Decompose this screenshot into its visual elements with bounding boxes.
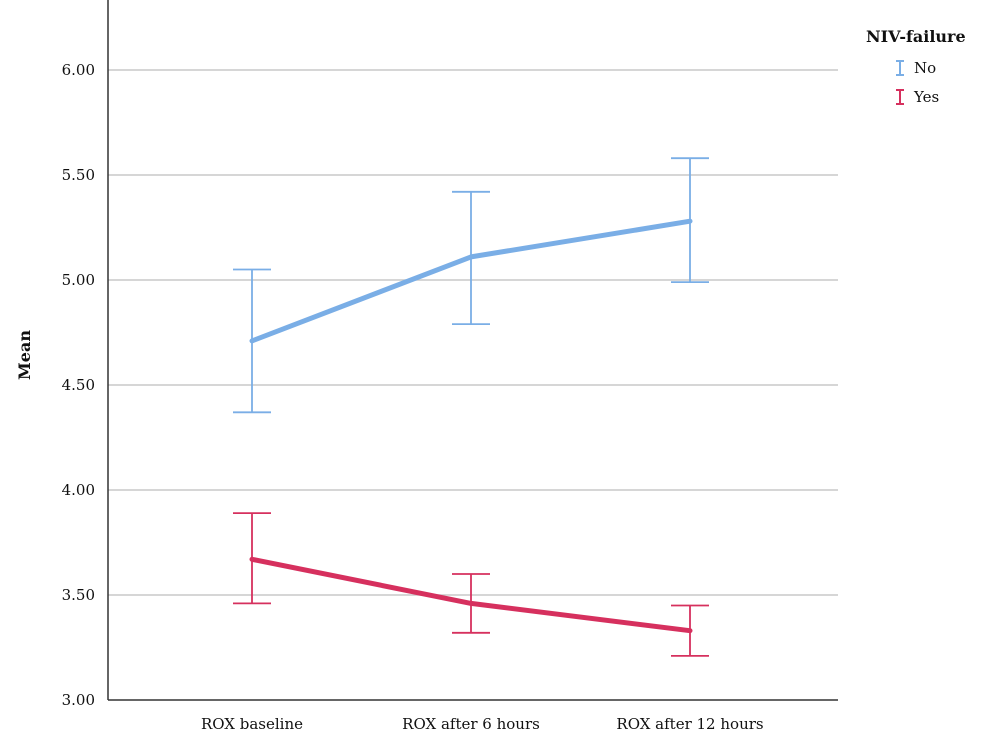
y-tick-label: 6.00 — [62, 61, 95, 79]
series-layer — [233, 157, 709, 657]
x-tick-labels: ROX baseline ROX after 6 hours ROX after 1… — [201, 715, 764, 733]
legend-label-yes: Yes — [913, 88, 939, 106]
gridlines — [108, 69, 838, 596]
series-line-no — [249, 218, 693, 344]
series-no — [233, 157, 709, 414]
axes — [107, 0, 838, 701]
y-tick-label: 3.50 — [62, 586, 95, 604]
legend-entry-yes: Yes — [896, 88, 939, 106]
series-yes — [233, 512, 709, 657]
y-tick-label: 3.00 — [62, 691, 95, 709]
y-tick-labels: 3.00 3.50 4.00 4.50 5.00 5.50 6.00 — [62, 61, 95, 709]
y-tick-label: 4.50 — [62, 376, 95, 394]
legend: NIV-failure No Yes — [866, 27, 966, 106]
y-tick-label: 5.00 — [62, 271, 95, 289]
y-tick-label: 5.50 — [62, 166, 95, 184]
legend-entry-no: No — [896, 59, 936, 77]
legend-label-no: No — [914, 59, 936, 77]
series-line-yes — [249, 556, 693, 634]
y-tick-label: 4.00 — [62, 481, 95, 499]
x-tick-label: ROX baseline — [201, 715, 303, 733]
x-tick-label: ROX after 12 hours — [616, 715, 763, 733]
y-axis-title: Mean — [15, 330, 34, 380]
legend-title: NIV-failure — [866, 27, 966, 46]
x-tick-label: ROX after 6 hours — [402, 715, 540, 733]
